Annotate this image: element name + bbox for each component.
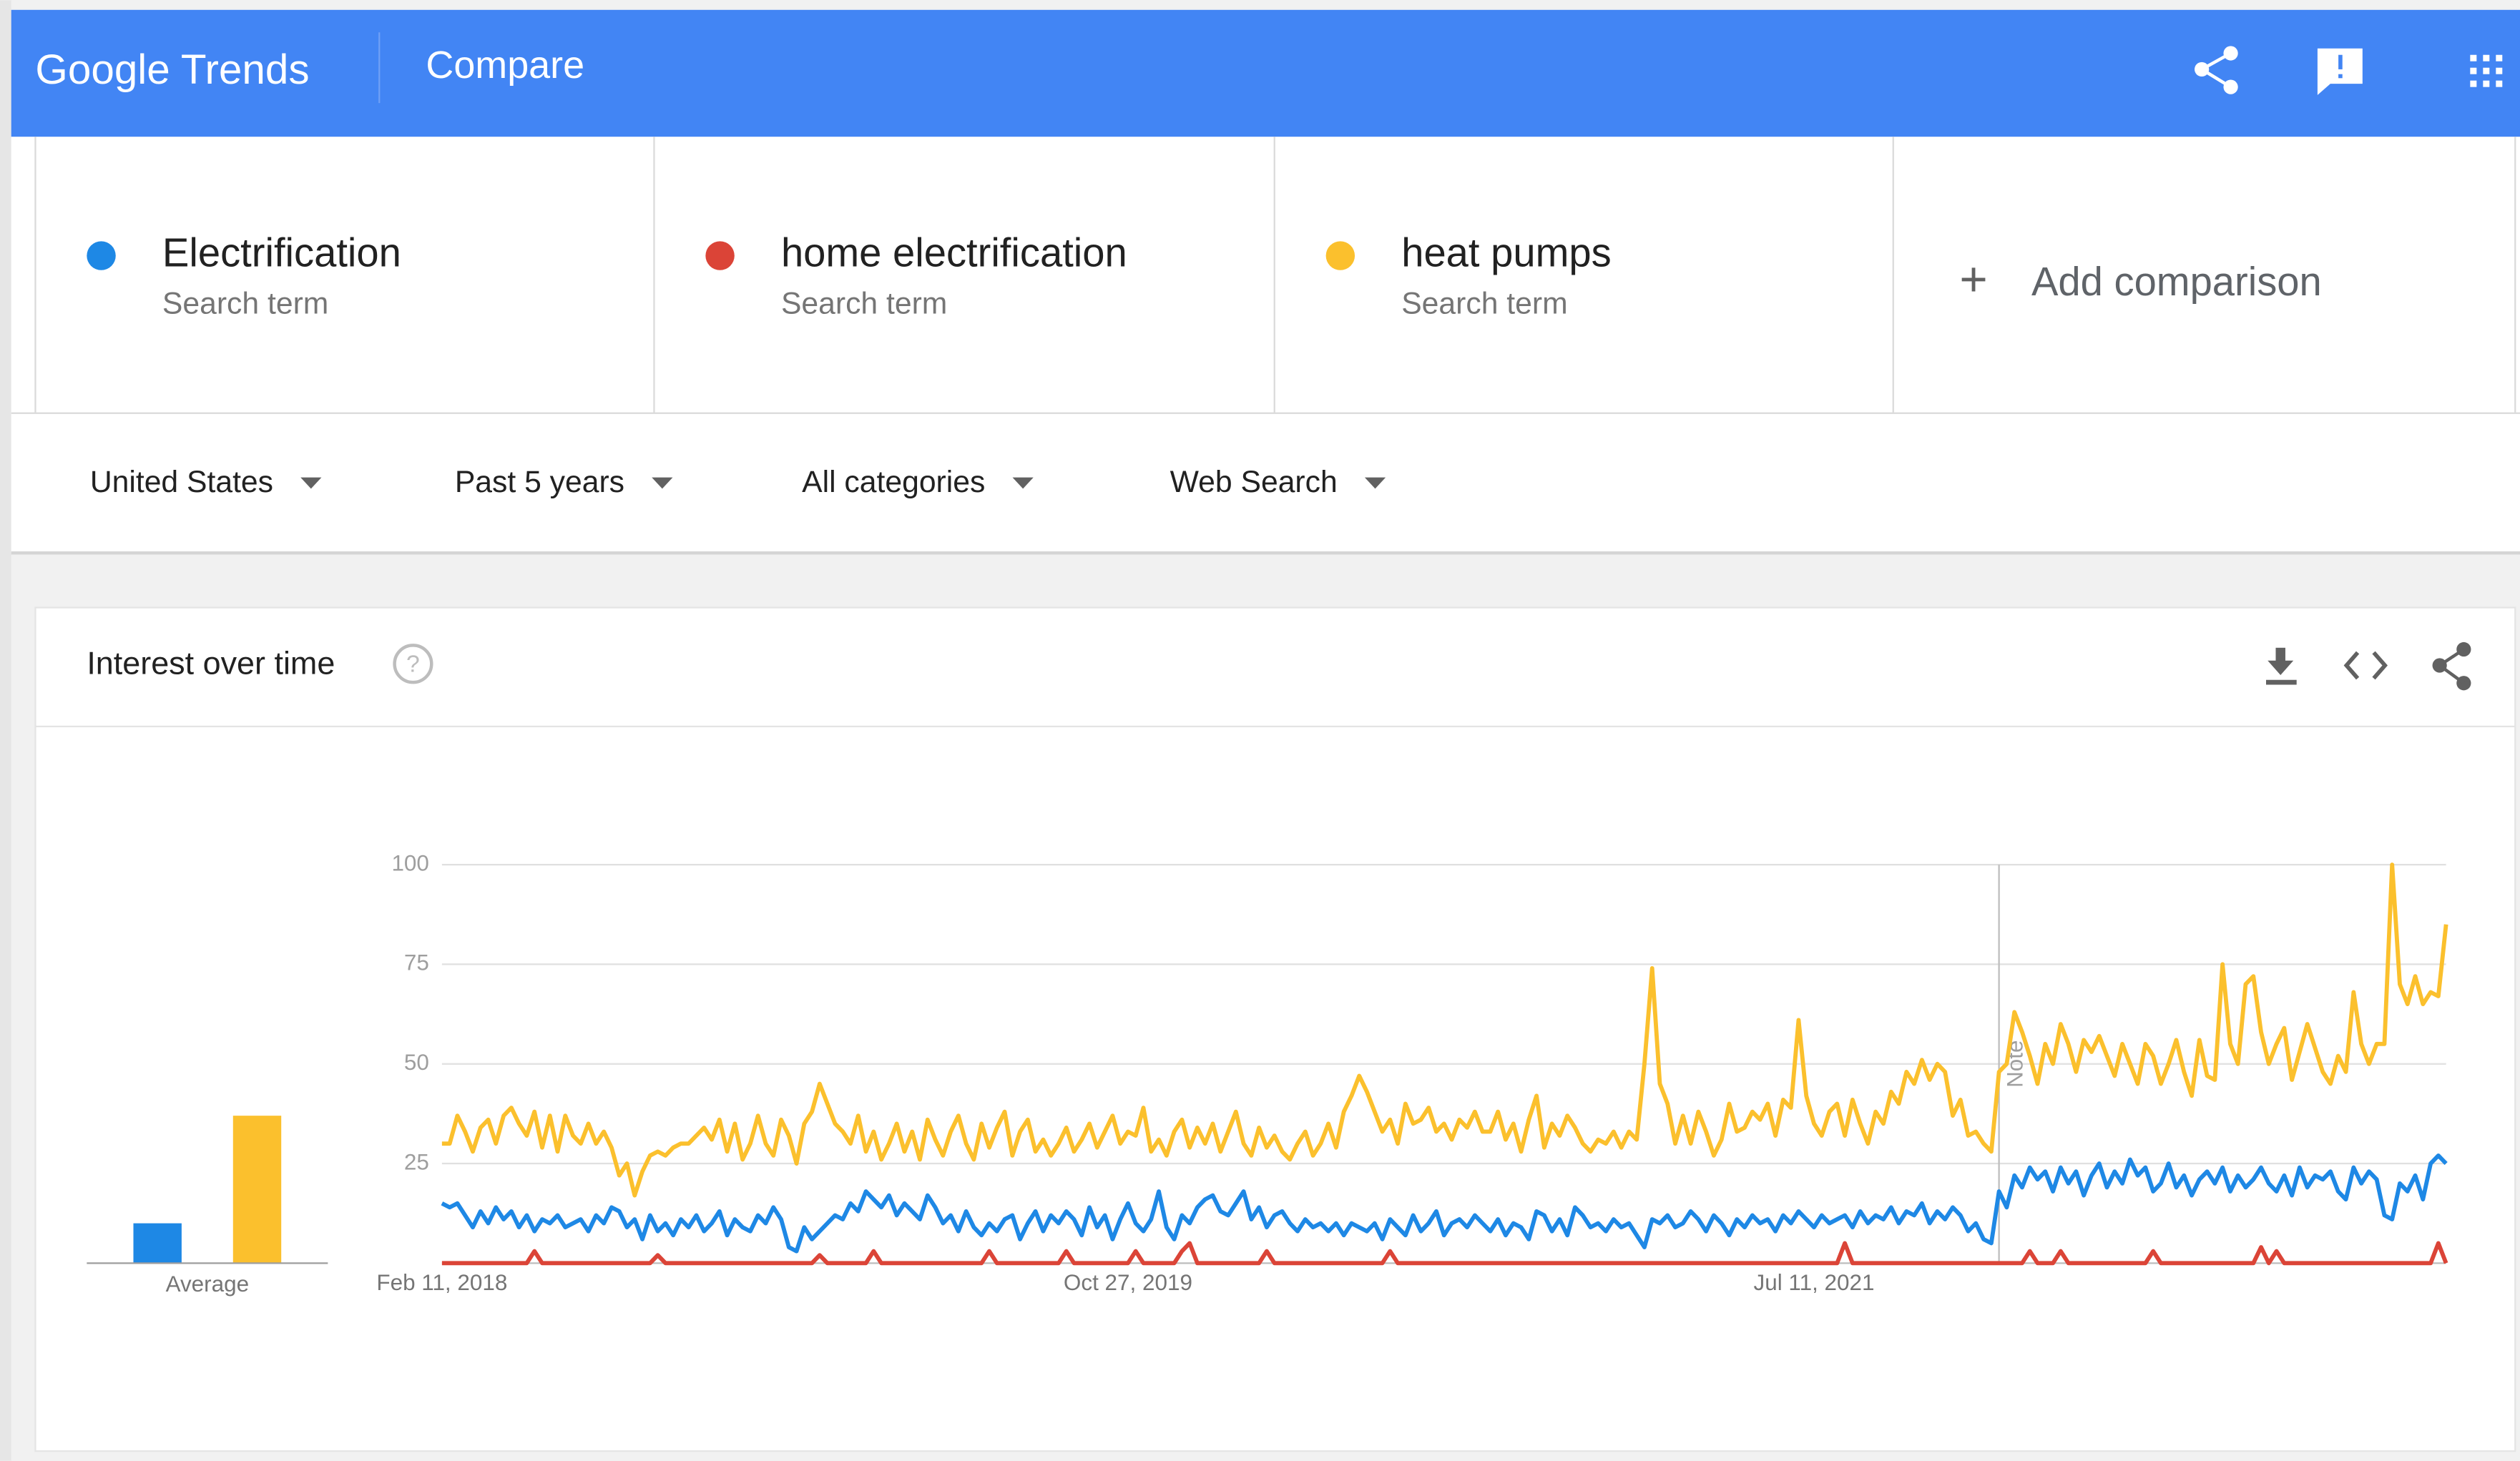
term-dot xyxy=(1325,241,1355,270)
filter-label[interactable]: United States xyxy=(90,465,273,499)
term-subtitle: Search term xyxy=(162,286,328,320)
y-tick-label: 75 xyxy=(404,950,429,975)
filter-arrow[interactable] xyxy=(300,477,322,489)
term-subtitle: Search term xyxy=(781,286,947,320)
y-tick-label: 25 xyxy=(404,1149,429,1174)
filter-label[interactable]: All categories xyxy=(802,465,985,499)
filter-label[interactable]: Past 5 years xyxy=(455,465,624,499)
help-icon[interactable] xyxy=(393,644,433,684)
term-dividers xyxy=(11,137,2520,414)
feedback-icon[interactable] xyxy=(2317,48,2363,95)
card-title: Interest over time xyxy=(87,644,335,681)
panel-shadow xyxy=(11,551,2520,555)
term-subtitle: Search term xyxy=(1401,286,1567,320)
filter-arrow[interactable] xyxy=(1364,477,1386,489)
download-icon[interactable] xyxy=(2266,647,2297,685)
x-tick-label: Oct 27, 2019 xyxy=(1064,1270,1192,1295)
header-bar xyxy=(11,9,2520,137)
add-icon[interactable]: + xyxy=(1959,253,1987,307)
logo[interactable]: Google Trends xyxy=(35,46,309,93)
filter-arrow[interactable] xyxy=(1012,477,1034,489)
series-line xyxy=(441,862,2448,1198)
filter-arrow[interactable] xyxy=(652,477,673,489)
header-title: Compare xyxy=(426,44,584,87)
help-icon-glyph: ? xyxy=(406,650,420,677)
left-strip xyxy=(0,0,11,1461)
term-dot xyxy=(87,241,116,270)
terms-panel xyxy=(11,137,2520,554)
embed-icon[interactable] xyxy=(2343,651,2388,680)
card xyxy=(34,606,2516,1452)
card-share-icon[interactable] xyxy=(2432,641,2471,691)
share-icon[interactable] xyxy=(2195,46,2238,94)
add-comparison[interactable]: Add comparison xyxy=(2031,259,2322,304)
term-name[interactable]: home electrification xyxy=(781,230,1127,275)
series-line xyxy=(441,1241,2448,1266)
filter-label[interactable]: Web Search xyxy=(1170,465,1338,499)
term-dot xyxy=(705,241,735,270)
filters: United States Past 5 years All categories W… xyxy=(90,465,1386,499)
series-line xyxy=(441,1153,2448,1254)
y-tick-label: 100 xyxy=(391,850,428,875)
term-name[interactable]: Electrification xyxy=(162,230,401,275)
x-tick-label: Jul 11, 2021 xyxy=(1754,1270,1875,1295)
average-bar xyxy=(133,1223,182,1264)
x-tick-label: Feb 11, 2018 xyxy=(376,1270,507,1295)
term-name[interactable]: heat pumps xyxy=(1401,230,1611,275)
y-tick-label: 50 xyxy=(404,1050,429,1075)
apps-icon[interactable] xyxy=(2470,54,2503,87)
average-label: Average xyxy=(166,1271,250,1297)
average-bar xyxy=(232,1116,282,1264)
terms: Electrification Search term home electrifi… xyxy=(87,230,1612,320)
